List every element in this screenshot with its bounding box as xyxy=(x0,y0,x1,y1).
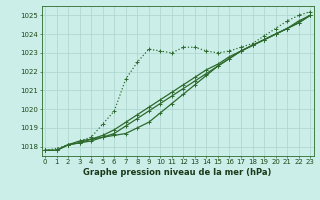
X-axis label: Graphe pression niveau de la mer (hPa): Graphe pression niveau de la mer (hPa) xyxy=(84,168,272,177)
